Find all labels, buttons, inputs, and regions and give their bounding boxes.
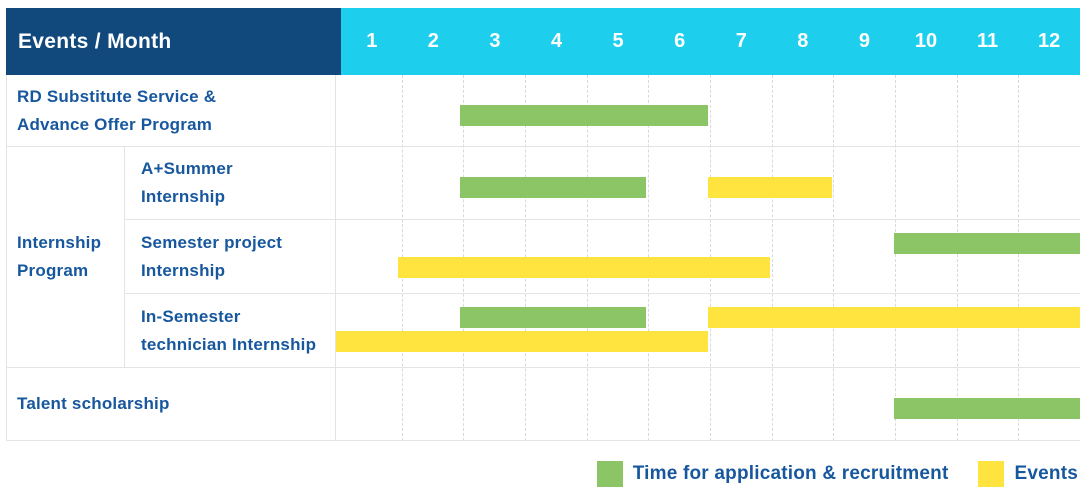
row-label-rd-substitute: RD Substitute Service & Advance Offer Pr… [7,75,336,146]
month-header-cell: 6 [674,30,686,52]
gantt-bar-recruitment [894,398,1080,419]
group-label-line: Program [17,261,89,280]
month-header-cell: 11 [976,30,999,52]
gantt-bar-recruitment [460,105,708,126]
legend-swatch-recruitment [596,461,623,487]
group-label-line: Internship [17,233,102,253]
row-label-line: RD Substitute Service & [17,86,217,106]
month-header-cell: 4 [550,30,563,52]
month-header-cell: 7 [735,30,747,52]
legend-label-events: Events [1014,463,1078,484]
legend-label-recruitment: Time for application & recruitment [632,463,949,484]
legend-swatch-events [978,461,1005,487]
gantt-bar-events [336,331,708,352]
table-title: Events / Month [18,29,172,53]
internship-subrows: A+Summer Internship Semester project Int… [125,147,1080,367]
table-row-a-summer-internship: A+Summer Internship [125,147,1080,220]
row-label-line: technician Internship [141,334,317,354]
table-row-semester-project-internship: Semester project Internship [125,220,1080,294]
table-row-rd-substitute: RD Substitute Service & Advance Offer Pr… [7,75,1080,147]
row-label-line: In-Semester [141,306,241,326]
gantt-bar-events [708,177,832,198]
month-header-cell: 1 [366,30,378,52]
row-label-line: Talent scholarship [17,394,170,414]
gantt-row-bars [336,368,1080,440]
row-label-semester-project-internship: Semester project Internship [125,220,336,293]
month-header-cell: 8 [797,30,809,52]
table-header-row: Events / Month 1 2 3 4 5 6 7 8 9 10 11 1… [6,8,1080,75]
row-label-in-semester-technician-internship: In-Semester technician Internship [125,294,336,367]
gantt-bar-recruitment [460,177,646,198]
gantt-row-bars [336,220,1080,293]
gantt-bar-events [398,257,770,278]
events-month-header-cell: Events / Month [6,8,341,75]
legend: Time for application & recruitment Event… [567,459,1078,489]
row-label-a-summer-internship: A+Summer Internship [125,147,336,219]
month-header-strip: 1 2 3 4 5 6 7 8 9 10 11 12 [341,8,1080,75]
month-header-cell: 3 [489,30,501,52]
table-row-in-semester-technician-internship: In-Semester technician Internship [125,294,1080,367]
row-label-line: Advance Offer Program [17,114,213,134]
gantt-bar-events [708,307,1080,328]
gantt-bar-recruitment [894,233,1080,254]
row-label-talent-scholarship: Talent scholarship [7,368,336,440]
month-header-cell: 12 [1038,30,1061,52]
row-label-line: Internship [141,260,226,280]
row-label-line: Internship [141,187,226,206]
legend-item-recruitment: Time for application & recruitment [596,461,949,487]
gantt-bar-recruitment [460,307,646,328]
legend-item-events: Events [978,461,1078,487]
month-header-cell: 10 [914,30,938,52]
month-header-cell: 5 [612,30,624,52]
month-header-cell: 9 [858,30,870,52]
row-label-line: Semester project [141,232,283,252]
month-header-cell: 2 [427,30,439,52]
table-row-talent-scholarship: Talent scholarship [7,368,1080,441]
schedule-table: Events / Month 1 2 3 4 5 6 7 8 9 10 11 1… [6,8,1080,441]
group-label-internship-program: Internship Program [7,147,125,367]
gantt-row-bars [336,75,1080,146]
row-label-line: A+Summer [141,159,233,179]
internship-program-section: Internship Program A+Summer Internship S… [7,147,1080,368]
gantt-row-bars [336,147,1080,219]
gantt-row-bars [336,294,1080,367]
table-body: RD Substitute Service & Advance Offer Pr… [6,75,1080,441]
